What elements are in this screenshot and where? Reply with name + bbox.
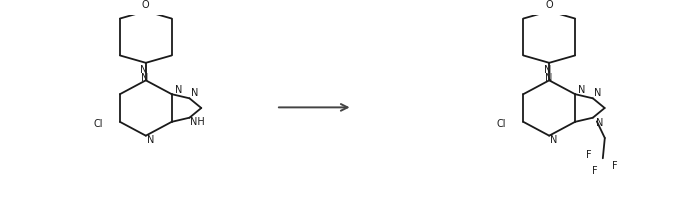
Text: N: N: [579, 85, 586, 94]
Text: F: F: [592, 166, 597, 176]
Text: O: O: [142, 0, 149, 10]
Text: Cl: Cl: [94, 119, 103, 129]
Text: O: O: [545, 0, 553, 10]
Text: F: F: [612, 161, 618, 171]
Text: NH: NH: [190, 117, 205, 127]
Text: N: N: [141, 74, 149, 83]
Text: N: N: [551, 135, 558, 145]
Text: N: N: [544, 74, 552, 83]
Text: N: N: [140, 65, 147, 75]
Text: Cl: Cl: [497, 119, 506, 129]
Text: N: N: [596, 118, 604, 128]
Text: N: N: [147, 135, 154, 145]
Text: N: N: [191, 88, 198, 98]
Text: N: N: [544, 65, 551, 75]
Text: N: N: [175, 85, 182, 94]
Text: F: F: [586, 150, 592, 160]
Text: N: N: [594, 88, 602, 98]
